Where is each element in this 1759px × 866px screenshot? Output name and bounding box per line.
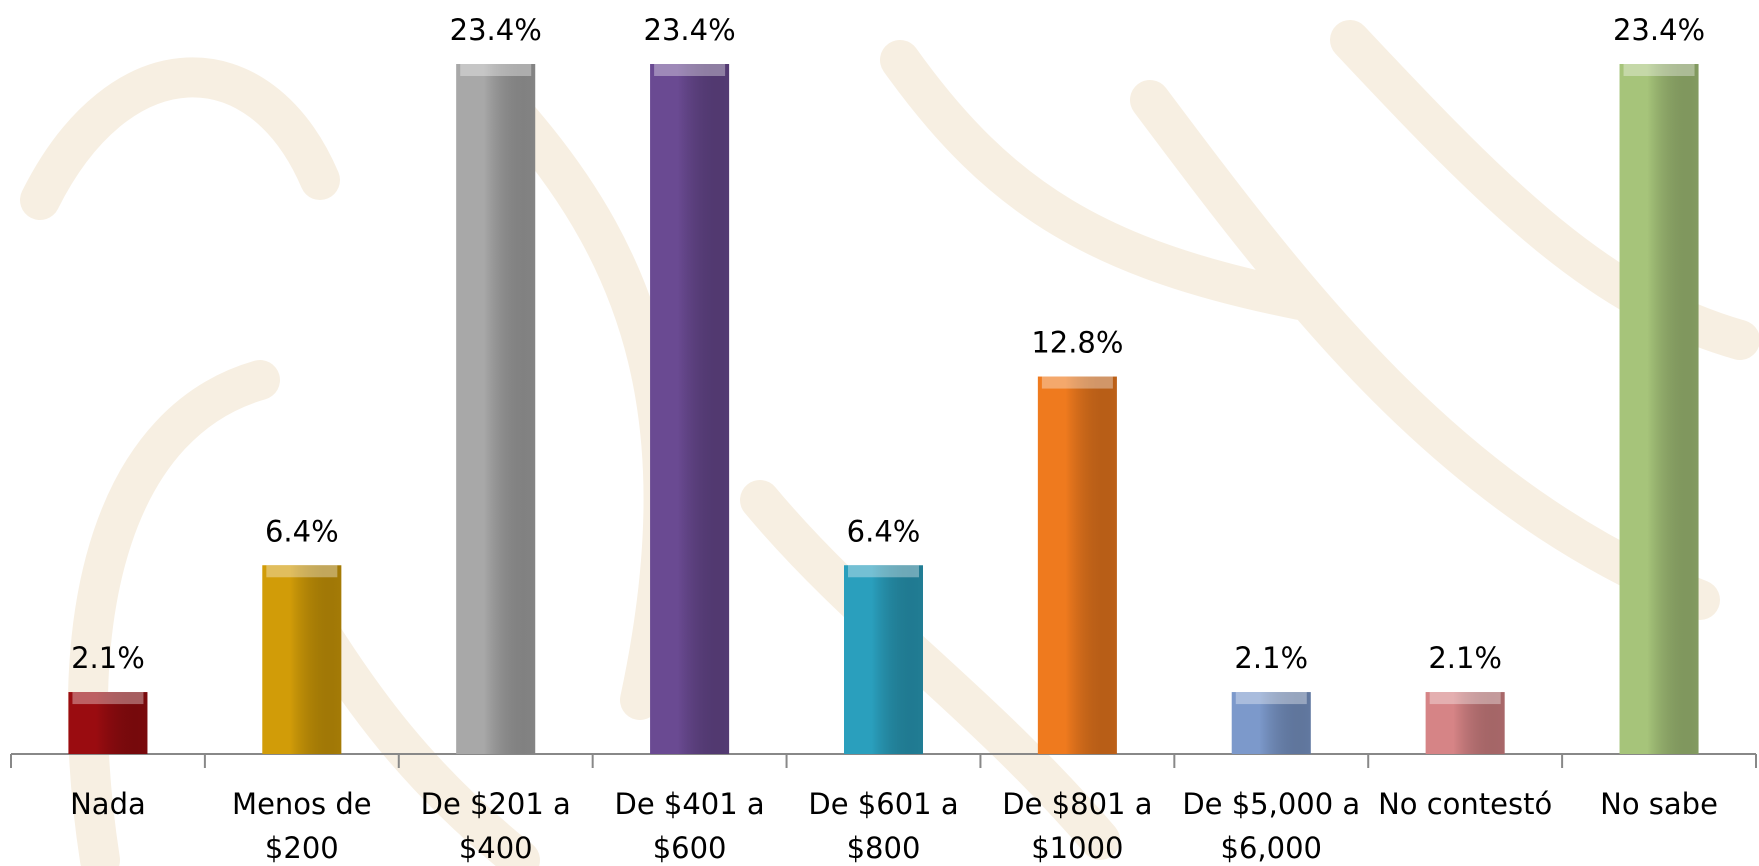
value-label: 2.1%	[1234, 641, 1308, 675]
x-tick-label: De $401 a $600	[614, 787, 765, 865]
bar-highlight	[266, 565, 338, 578]
bar-shade	[1037, 376, 1117, 754]
bar-highlight	[1235, 692, 1307, 705]
bar-shade	[1425, 692, 1505, 754]
value-label: 6.4%	[265, 514, 339, 548]
bar-shade	[262, 565, 342, 754]
bar-highlight	[848, 565, 919, 578]
value-label: 23.4%	[1613, 13, 1705, 47]
bar-highlight	[1429, 692, 1501, 705]
value-label: 6.4%	[847, 514, 921, 548]
bar-shade	[844, 565, 923, 754]
value-label: 23.4%	[644, 13, 736, 47]
value-label: 12.8%	[1031, 326, 1123, 360]
bar-shade	[1619, 64, 1699, 754]
value-label: 2.1%	[1428, 641, 1502, 675]
x-tick-label: De $5,000 a $6,000	[1182, 787, 1361, 865]
bar-highlight	[1041, 376, 1113, 389]
bar-shade	[1231, 692, 1311, 754]
x-tick-label: De $801 a $1000	[1002, 787, 1153, 865]
value-label: 23.4%	[450, 13, 542, 47]
x-tick-label: No contestó	[1378, 787, 1553, 821]
bar-highlight	[72, 692, 144, 705]
x-tick-label: Nada	[70, 787, 146, 821]
bar-shade	[650, 64, 730, 754]
bar-shade	[456, 64, 536, 754]
bar-highlight	[460, 64, 532, 76]
bar-highlight	[654, 64, 726, 76]
value-label: 2.1%	[71, 641, 145, 675]
x-tick-label: De $201 a $400	[420, 787, 571, 865]
x-tick-label: Menos de $200	[232, 787, 372, 865]
x-tick-label: No sabe	[1600, 787, 1718, 821]
bar-shade	[68, 692, 148, 754]
bar-highlight	[1623, 64, 1695, 76]
x-tick-label: De $601 a $800	[808, 787, 959, 865]
background-pattern	[20, 20, 1759, 866]
